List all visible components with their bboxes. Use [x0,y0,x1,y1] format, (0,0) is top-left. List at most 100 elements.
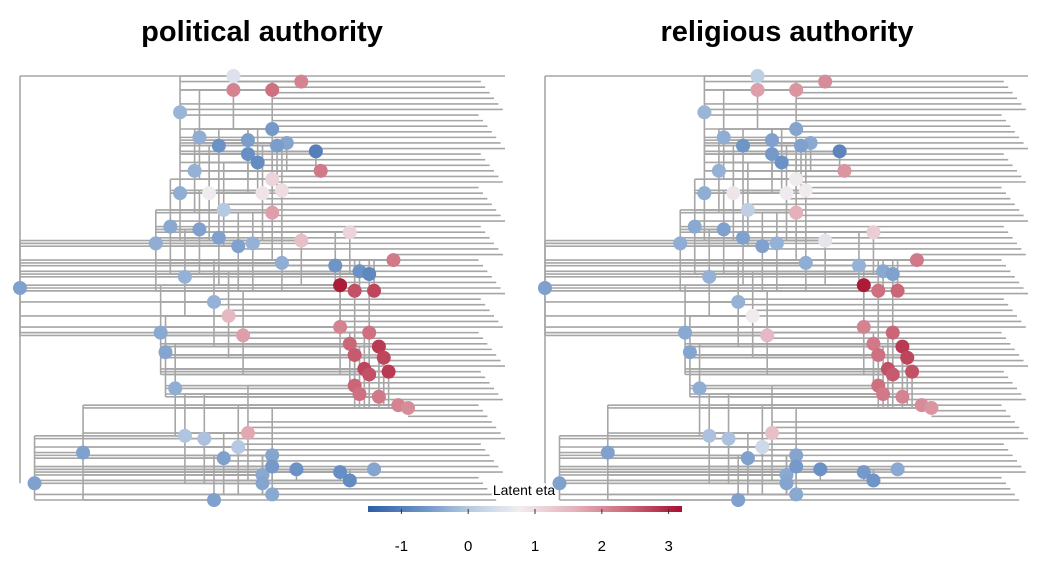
node-point [856,278,871,293]
node-point [895,389,910,404]
node-point [731,493,746,507]
node-point [900,350,915,365]
node-point [789,205,804,220]
node-point [221,308,236,323]
node-point [740,451,755,466]
node-point [274,183,289,198]
color-legend: Latent eta -1 0 1 2 3 [368,482,682,555]
node-point [702,428,717,443]
node-point [765,133,780,148]
node-point [371,389,386,404]
node-point [13,281,27,295]
node-point [600,445,615,460]
node-point [909,253,924,268]
tree-panel-political [13,69,505,507]
node-point [789,122,804,136]
node-point [789,82,804,97]
node-point [837,163,852,178]
node-point [342,225,357,240]
node-point [158,345,173,360]
node-point [231,239,246,254]
node-points [538,69,939,507]
node-point [367,462,382,477]
node-point [362,267,377,282]
node-point [328,258,343,273]
node-point [187,163,202,178]
node-point [789,172,804,187]
node-point [765,147,780,162]
root-branch [19,75,234,484]
node-point [376,350,391,365]
node-point [192,222,207,237]
node-point [265,459,280,474]
node-point [731,294,746,309]
node-point [890,283,905,298]
node-point [294,74,309,89]
node-point [211,230,226,245]
node-point [265,82,280,97]
node-point [866,225,881,240]
node-point [216,451,231,466]
root-branch [544,75,758,484]
node-point [673,236,688,251]
node-point [745,308,760,323]
node-point [798,183,813,198]
node-point [736,138,751,153]
node-point [245,236,260,251]
node-points [13,69,415,507]
node-point [687,219,702,234]
node-point [678,325,693,340]
node-point [765,426,780,441]
node-point [552,476,567,491]
panel-title-religious: religious authority [661,16,914,48]
node-point [740,202,755,217]
internal-branches [544,75,932,501]
node-point [871,347,886,362]
node-point [163,219,178,234]
node-point [856,320,871,335]
node-point [236,328,251,343]
legend-tick-label: -1 [395,538,408,555]
node-point [750,82,765,97]
node-point [866,473,881,488]
node-point [255,186,270,201]
node-point [371,339,386,354]
node-point [294,233,309,248]
node-point [173,105,188,120]
node-point [367,283,382,298]
node-point [692,381,707,396]
node-point [265,205,280,220]
node-point [401,400,415,415]
tree-panel-religious [538,69,1028,507]
node-point [760,328,775,343]
node-point [255,476,270,491]
node-point [702,269,717,284]
node-point [342,336,357,351]
node-point [240,426,255,441]
node-point [333,465,348,480]
node-point [386,253,401,268]
node-point [362,325,377,340]
node-point [265,172,280,187]
node-point [789,448,804,463]
node-point [265,448,280,463]
node-point [352,387,367,401]
node-point [851,258,866,273]
node-point [871,283,886,298]
node-point [362,367,377,382]
node-point [711,163,726,178]
node-point [207,294,221,309]
node-point [177,428,192,443]
node-point [197,431,212,446]
node-point [769,236,784,251]
node-point [226,82,241,97]
node-point [308,144,323,159]
node-point [818,74,833,89]
node-point [779,476,794,491]
node-point [148,236,163,251]
node-point [265,487,280,502]
node-point [832,144,847,159]
node-point [890,462,905,477]
legend-tick-label: 2 [598,538,606,555]
